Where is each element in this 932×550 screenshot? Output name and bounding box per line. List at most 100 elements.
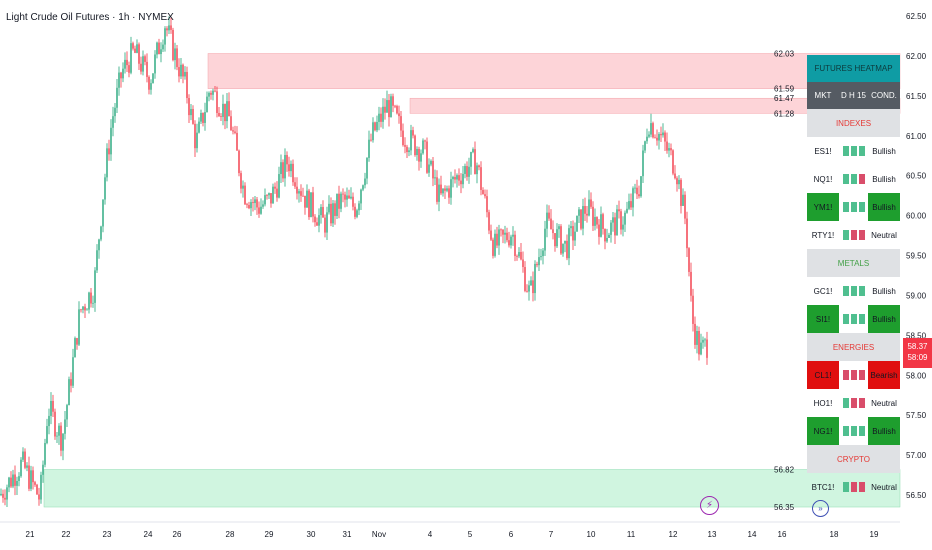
candle-body (190, 108, 192, 116)
candle-body (262, 204, 264, 207)
candle-body (462, 173, 464, 185)
candle-body (24, 451, 26, 468)
trend-square (858, 482, 865, 492)
candle-body (662, 132, 664, 136)
candle-body (370, 139, 372, 141)
candle-body (424, 140, 426, 142)
candle-body (344, 194, 346, 200)
candle-body (642, 150, 644, 177)
price-axis[interactable]: 62.50 62.00 61.50 61.00 60.50 60.00 59.50 59.00… (906, 12, 927, 500)
heatmap-row[interactable]: SI1! Bullish (807, 305, 900, 333)
candle-body (74, 338, 76, 358)
candle-body (88, 292, 90, 310)
candle-body (76, 338, 78, 345)
heatmap-row[interactable]: BTC1! Neutral (807, 473, 900, 501)
candle-body (412, 130, 414, 136)
candle-body (94, 270, 96, 303)
time-tick-label: 30 (307, 530, 316, 539)
candle-body (236, 132, 238, 151)
heatmap-timeframe-bars (839, 193, 868, 221)
candle-body (410, 130, 412, 151)
candle-body (646, 136, 648, 142)
candle-body (650, 123, 652, 135)
candle-body (178, 67, 180, 77)
candle-body (36, 484, 38, 495)
candle-body (620, 211, 622, 230)
heatmap-row[interactable]: YM1! Bullish (807, 193, 900, 221)
heatmap-row[interactable]: ES1! Bullish (807, 137, 900, 165)
candle-body (350, 196, 352, 199)
candle-body (22, 451, 24, 460)
candle-body (696, 330, 698, 345)
candle-body (66, 405, 68, 420)
candle-body (478, 165, 480, 168)
candle-body (354, 206, 356, 217)
time-tick-label: 7 (549, 530, 554, 539)
lightning-icon[interactable]: ⚡ (700, 496, 719, 515)
candle-body (44, 443, 46, 465)
candle-body (356, 210, 358, 217)
candle-body (706, 339, 708, 358)
candle-body (82, 306, 84, 310)
candle-body (428, 164, 430, 173)
candle-body (588, 199, 590, 216)
candle-body (160, 49, 162, 55)
price-tick-label: 56.50 (906, 491, 927, 500)
candle-body (494, 233, 496, 256)
time-tick-label: 31 (343, 530, 352, 539)
candle-body (552, 229, 554, 234)
candle-body (154, 54, 156, 74)
candle-body (416, 148, 418, 156)
candle-body (284, 155, 286, 179)
candle-body (444, 188, 446, 191)
heatmap-row[interactable]: RTY1! Neutral (807, 221, 900, 249)
candle-body (218, 112, 220, 117)
trend-square (858, 174, 865, 184)
current-price: 58.37 (907, 342, 928, 351)
heatmap-row[interactable]: CL1! Bearish (807, 361, 900, 389)
candle-body (514, 234, 516, 256)
candle-body (574, 231, 576, 241)
candle-body (106, 148, 108, 178)
candle-body (56, 435, 58, 437)
candle-body (188, 98, 190, 116)
candle-body (366, 157, 368, 179)
time-axis[interactable]: 21 22 23 24 26 28 29 30 31 Nov 4 5 6 7 10 11 12 13 14 16 18 1… (26, 530, 879, 539)
heatmap-condition: Neutral (871, 230, 897, 240)
candle-body (460, 180, 462, 185)
current-price-tag: 58.37 58:09 (903, 338, 932, 368)
candle-body (210, 92, 212, 95)
candle-body (270, 193, 272, 204)
candle-body (312, 192, 314, 217)
arrows-icon[interactable]: » (812, 500, 829, 517)
candle-body (52, 400, 54, 412)
heatmap-row[interactable]: HO1! Neutral (807, 389, 900, 417)
candle-body (2, 493, 4, 498)
price-tick-label: 59.50 (906, 252, 927, 261)
candle-body (340, 193, 342, 209)
candle-body (148, 76, 150, 90)
candle-body (278, 174, 280, 198)
heatmap-row[interactable]: NG1! Bullish (807, 417, 900, 445)
candle-body (380, 113, 382, 122)
candle-body (420, 153, 422, 162)
candle-body (664, 132, 666, 142)
candle-body (112, 116, 114, 128)
heatmap-row[interactable]: NQ1! Bullish (807, 165, 900, 193)
candle-body (652, 123, 654, 138)
candle-body (560, 226, 562, 254)
candle-body (298, 191, 300, 194)
trend-square (850, 286, 857, 296)
chart-title: Light Crude Oil Futures · 1h · NYMEX (6, 12, 174, 23)
candle-body (492, 239, 494, 256)
candle-body (498, 229, 500, 246)
candle-body (464, 166, 466, 174)
candle-body (122, 68, 124, 79)
candle-body (334, 203, 336, 216)
heatmap-row[interactable]: GC1! Bullish (807, 277, 900, 305)
trend-square (850, 370, 857, 380)
candle-body (48, 415, 50, 427)
candle-body (690, 271, 692, 296)
candle-body (168, 25, 170, 31)
